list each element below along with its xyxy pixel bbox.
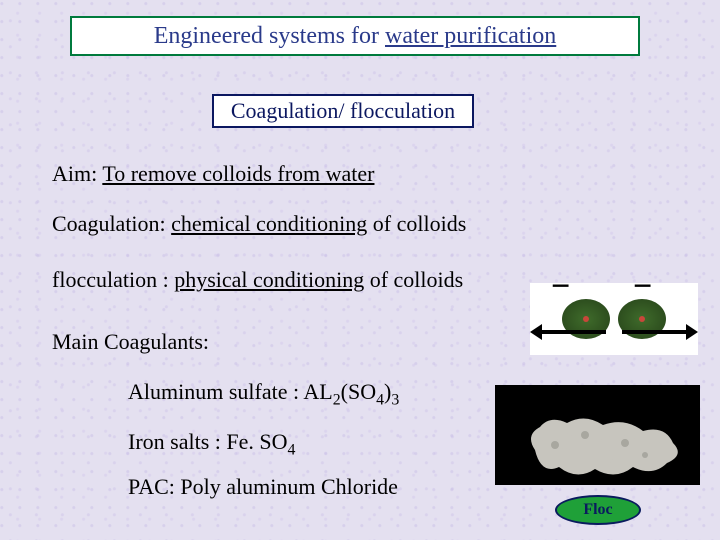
floc-micrograph bbox=[495, 385, 700, 485]
negative-charge-icon: − bbox=[633, 270, 652, 304]
title-plain: Engineered systems for bbox=[154, 23, 385, 49]
flocculation-line: flocculation : physical conditioning of … bbox=[52, 267, 463, 293]
floc-cluster-icon bbox=[495, 385, 700, 485]
slide-subtitle: Coagulation/ flocculation bbox=[231, 98, 455, 124]
coagulant-pac: PAC: Poly aluminum Chloride bbox=[128, 474, 398, 500]
c1-f3: 4 bbox=[376, 391, 384, 408]
floc-underlined: physical conditioning bbox=[174, 267, 364, 292]
c1-name: Aluminum sulfate bbox=[128, 379, 293, 404]
colloid-particle-icon bbox=[562, 299, 610, 339]
aim-label: Aim: bbox=[52, 161, 102, 186]
slide-title: Engineered systems for water purificatio… bbox=[154, 23, 557, 50]
floc-label-text: Floc bbox=[583, 501, 612, 519]
coag-pre: Coagulation: bbox=[52, 211, 171, 236]
coagulation-line: Coagulation: chemical conditioning of co… bbox=[52, 211, 466, 237]
c1-f1: 2 bbox=[333, 391, 341, 408]
slide-subtitle-box: Coagulation/ flocculation bbox=[212, 94, 474, 128]
floc-post: of colloids bbox=[364, 267, 463, 292]
coagulant-aluminum-sulfate: Aluminum sulfate : AL2(SO4)3 bbox=[128, 379, 399, 409]
coag-post: of colloids bbox=[367, 211, 466, 236]
negative-charge-icon: − bbox=[551, 270, 570, 304]
coagulant-iron-salts: Iron salts : Fe. SO4 bbox=[128, 429, 295, 459]
c1-f2: (SO bbox=[341, 379, 376, 404]
main-coagulants-label: Main Coagulants: bbox=[52, 329, 209, 355]
c2-name: Iron salts bbox=[128, 429, 215, 454]
c1-f5: 3 bbox=[391, 391, 399, 408]
title-underlined: water purification bbox=[385, 23, 556, 49]
floc-label-oval: Floc bbox=[555, 495, 641, 525]
colloid-particle-icon bbox=[618, 299, 666, 339]
coag-underlined: chemical conditioning bbox=[171, 211, 367, 236]
aim-line: Aim: To remove colloids from water bbox=[52, 161, 374, 187]
c2-f0: : Fe. SO bbox=[215, 429, 288, 454]
c1-f0: : AL bbox=[293, 379, 333, 404]
aim-underlined: To remove colloids from water bbox=[102, 161, 374, 186]
slide-title-box: Engineered systems for water purificatio… bbox=[70, 16, 640, 56]
floc-pre: flocculation : bbox=[52, 267, 174, 292]
c2-f1: 4 bbox=[288, 441, 296, 458]
